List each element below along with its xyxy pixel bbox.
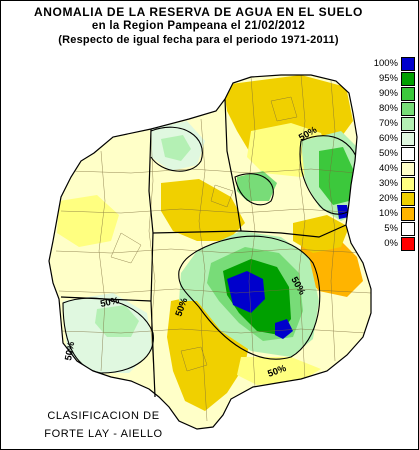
contour-label: 50% [63, 340, 77, 361]
legend-swatch [401, 132, 415, 146]
wet-zone-center-peak [227, 271, 265, 313]
dry-zone-east-light [293, 215, 349, 253]
legend-label: 90% [378, 88, 398, 99]
legend-label: 80% [378, 103, 398, 114]
legend-label: 30% [378, 178, 398, 189]
legend-swatch [401, 102, 415, 116]
legend-label: 0% [384, 238, 398, 249]
classification-credit: CLASIFICACION DE FORTE LAY - AIELLO [1, 407, 206, 443]
legend-swatch [401, 72, 415, 86]
legend-row: 20% [363, 191, 418, 206]
credit-line-2: FORTE LAY - AIELLO [44, 428, 163, 440]
title-line-1: ANOMALIA DE LA RESERVA DE AGUA EN EL SUE… [33, 5, 363, 19]
legend-row: 95% [363, 71, 418, 86]
color-legend: 100% 95% 90% 80% 70% 60% 50% 40% 30% 20% 10% 5% 0% [363, 56, 418, 251]
legend-row: 0% [363, 236, 418, 251]
legend-label: 70% [378, 118, 398, 129]
wet-zone-north-west-core [161, 135, 191, 161]
legend-label: 20% [378, 193, 398, 204]
contour-lines [62, 126, 362, 374]
legend-swatch [401, 237, 415, 251]
title-line-3: (Respecto de igual fecha para el periodo… [58, 34, 339, 46]
legend-swatch [401, 87, 415, 101]
legend-swatch [401, 57, 415, 71]
dry-zone-central [161, 179, 245, 241]
legend-row: 60% [363, 131, 418, 146]
legend-row: 40% [363, 161, 418, 176]
legend-label: 95% [378, 73, 398, 84]
legend-label: 50% [378, 148, 398, 159]
legend-row: 80% [363, 101, 418, 116]
legend-swatch [401, 192, 415, 206]
legend-row: 70% [363, 116, 418, 131]
legend-label: 100% [373, 58, 398, 69]
legend-row: 50% [363, 146, 418, 161]
contour-label: 50% [99, 295, 120, 310]
legend-row: 100% [363, 56, 418, 71]
legend-swatch [401, 207, 415, 221]
wet-zone-northeast-core [319, 147, 353, 205]
legend-label: 60% [378, 133, 398, 144]
credit-line-1: CLASIFICACION DE [47, 410, 160, 422]
legend-label: 10% [378, 208, 398, 219]
dry-zone-south [237, 357, 321, 385]
legend-row: 10% [363, 206, 418, 221]
dry-zone-west [57, 195, 119, 247]
wet-zone-center-peak-2 [275, 319, 293, 339]
legend-swatch [401, 147, 415, 161]
title-line-2: en la Region Pampeana el 21/02/2012 [91, 20, 306, 32]
wet-zone-west-core [95, 305, 139, 337]
legend-row: 5% [363, 221, 418, 236]
map-title: ANOMALIA DE LA RESERVA DE AGUA EN EL SUE… [1, 5, 396, 47]
legend-swatch [401, 222, 415, 236]
legend-swatch [401, 177, 415, 191]
legend-row: 90% [363, 86, 418, 101]
legend-row: 30% [363, 176, 418, 191]
legend-swatch [401, 162, 415, 176]
legend-swatch [401, 117, 415, 131]
legend-label: 5% [384, 223, 398, 234]
legend-label: 40% [378, 163, 398, 174]
